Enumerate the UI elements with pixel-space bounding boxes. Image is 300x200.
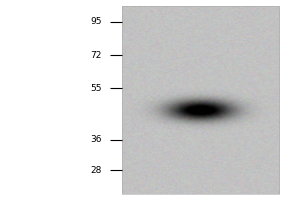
Bar (122, 6, 279, 194)
Text: 36: 36 (91, 135, 102, 144)
Text: 72: 72 (91, 51, 102, 60)
Bar (122, 6, 279, 194)
Text: 55: 55 (91, 84, 102, 93)
Text: 28: 28 (91, 166, 102, 175)
Text: 95: 95 (91, 17, 102, 26)
